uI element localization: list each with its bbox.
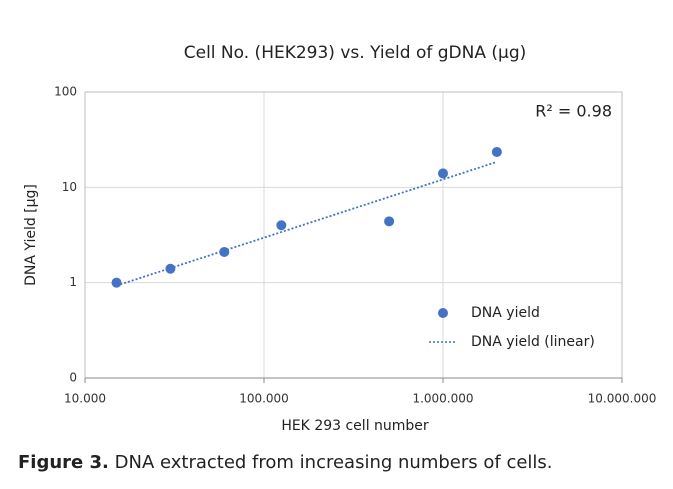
y-tick-label: 1	[69, 275, 77, 289]
caption: Figure 3. DNA extracted from increasing …	[18, 452, 553, 473]
data-point	[438, 168, 448, 179]
x-tick-label: 10.000	[64, 392, 106, 406]
caption-bold: Figure 3.	[18, 452, 109, 473]
legend-label: DNA yield (linear)	[471, 334, 595, 350]
y-axis-label: DNA Yield [µg]	[23, 184, 39, 286]
data-point	[111, 277, 122, 288]
legend-label: DNA yield	[471, 305, 540, 321]
y-tick-label: 0	[69, 371, 77, 385]
annotation: R² = 0.98	[535, 102, 612, 121]
y-tick-label: 100	[54, 85, 77, 99]
x-axis-label: HEK 293 cell number	[281, 418, 429, 434]
x-tick-label: 1.000.000	[412, 392, 473, 406]
y-tick-label: 10	[62, 180, 77, 194]
trend-line	[116, 161, 498, 287]
data-point	[384, 216, 395, 227]
x-tick-label: 100.000	[239, 392, 289, 406]
data-point	[276, 220, 287, 231]
legend-marker	[438, 308, 448, 318]
x-tick-label: 10.000.000	[588, 392, 657, 406]
caption-text: DNA extracted from increasing numbers of…	[115, 452, 553, 473]
chart-title: Cell No. (HEK293) vs. Yield of gDNA (µg)	[184, 43, 527, 63]
data-point	[491, 146, 502, 157]
